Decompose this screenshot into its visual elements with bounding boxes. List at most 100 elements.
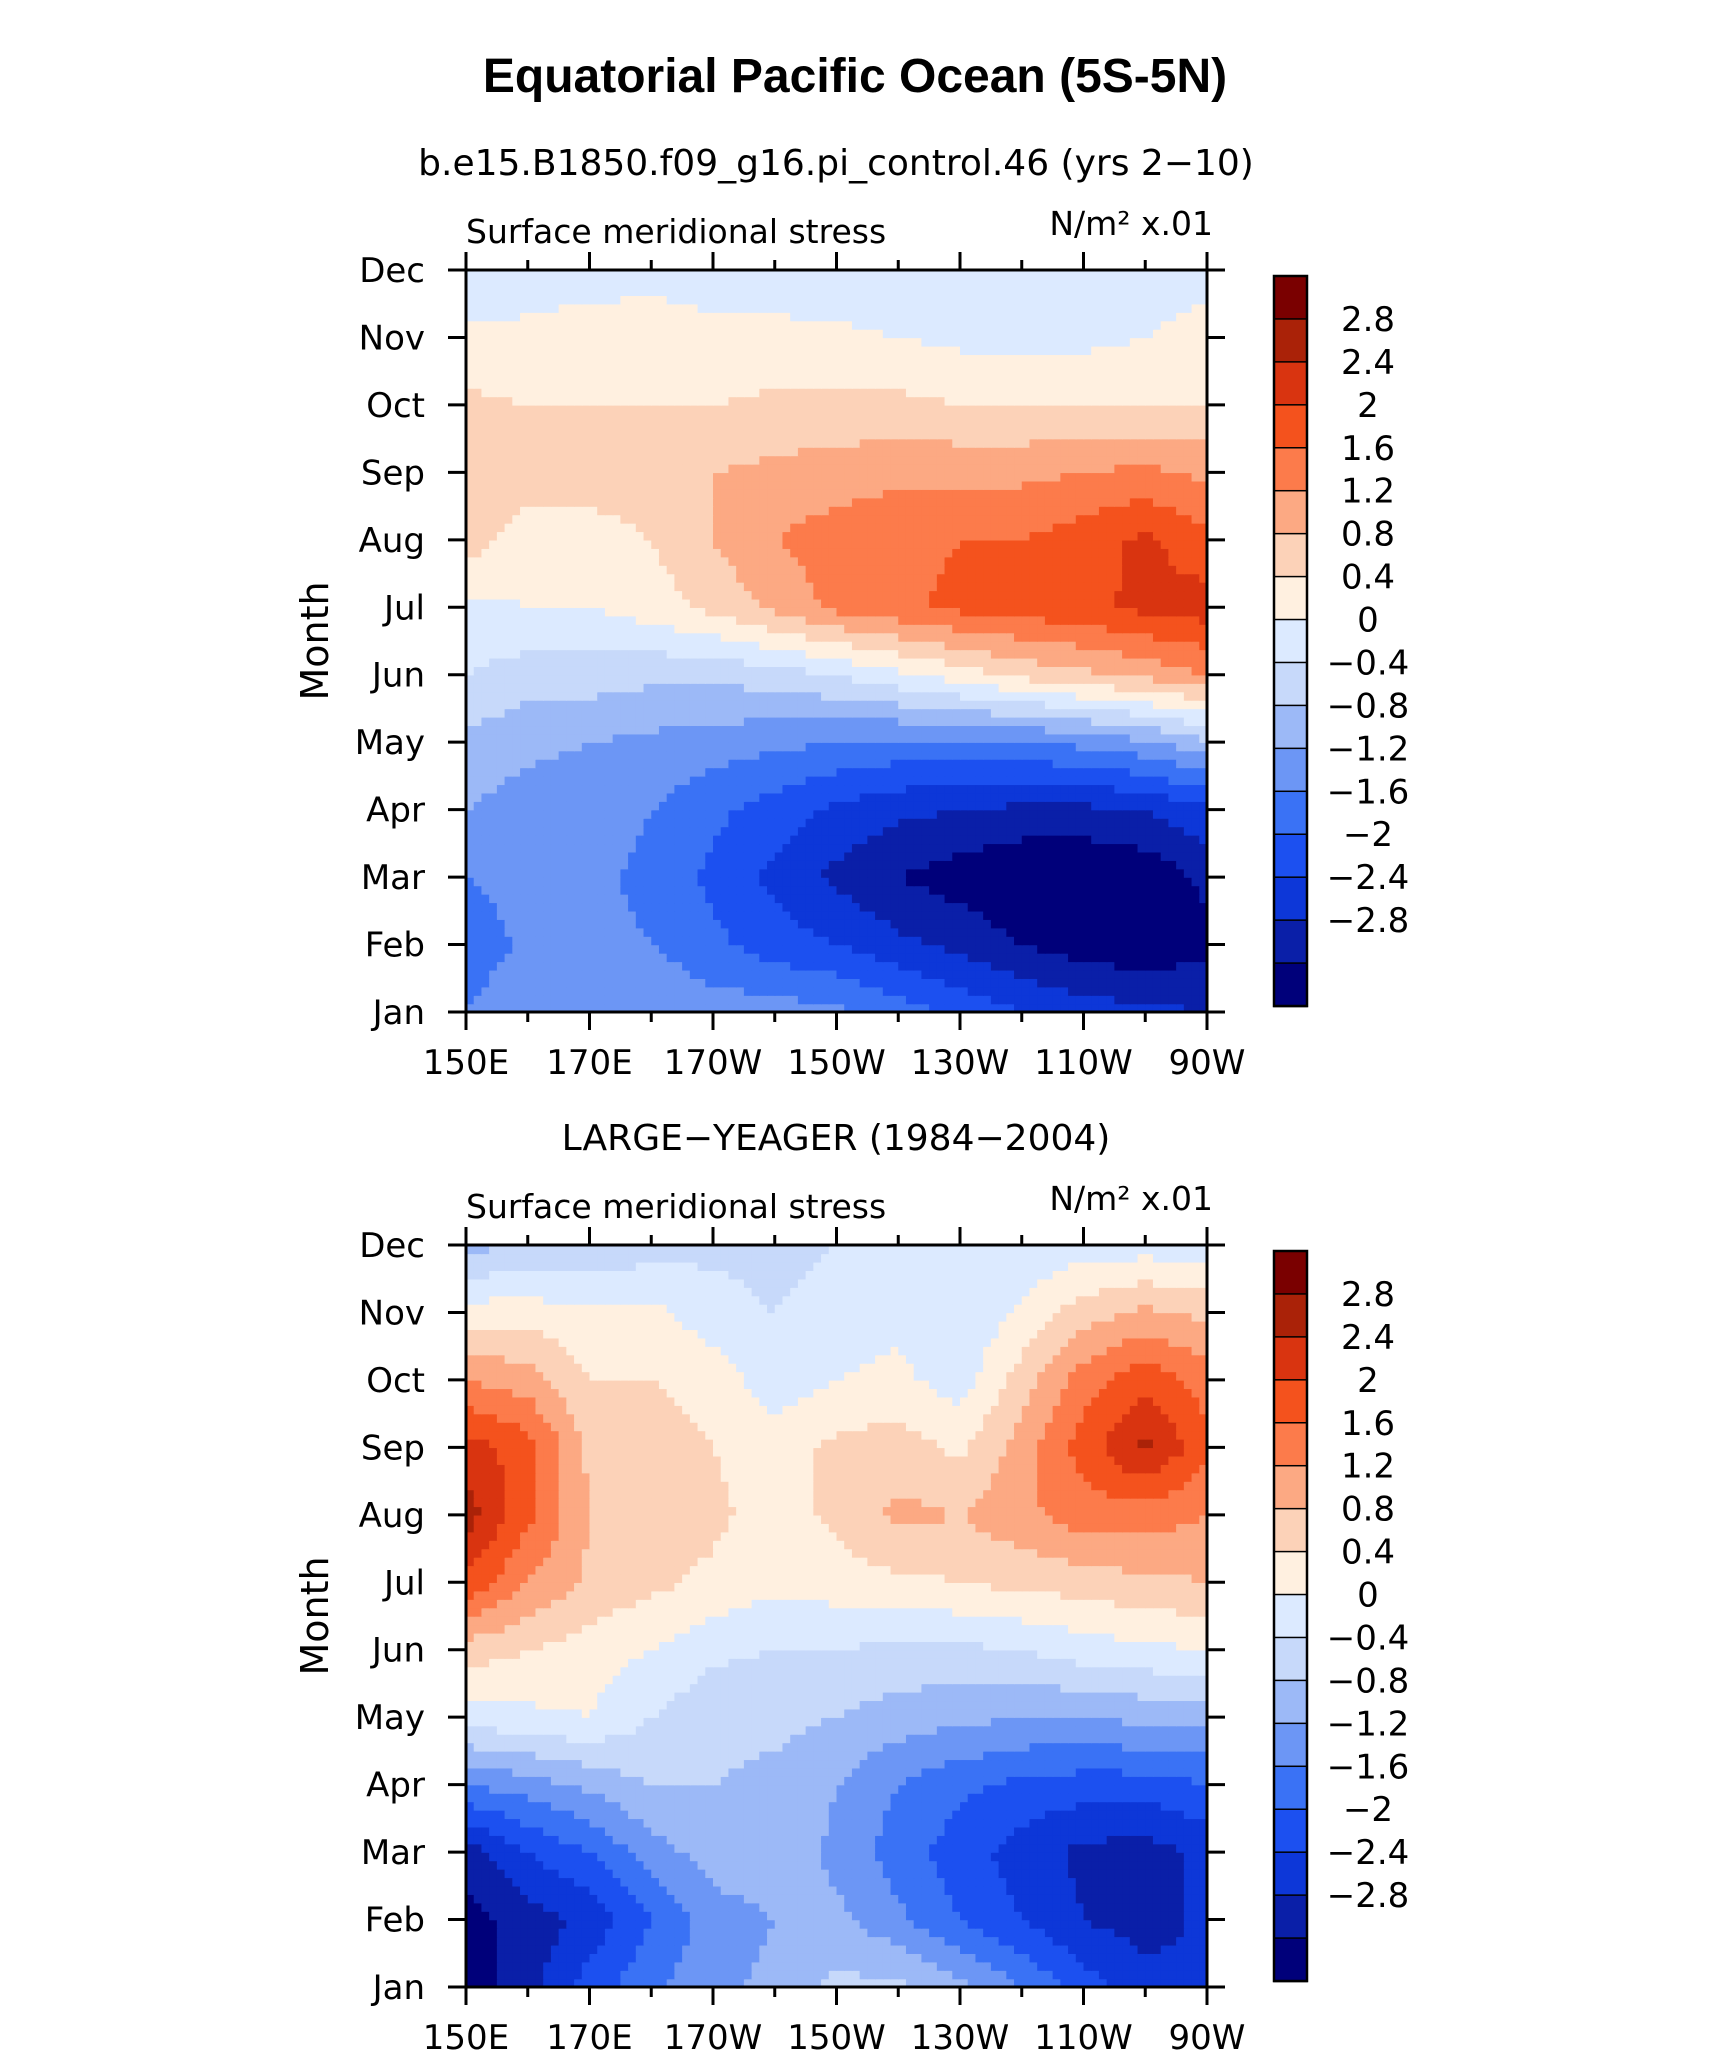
- field-cell: [851, 725, 861, 735]
- field-cell: [520, 632, 529, 642]
- field-cell: [620, 750, 629, 760]
- field-cell: [705, 691, 714, 701]
- field-cell: [666, 826, 676, 836]
- field-cell: [1060, 978, 1069, 988]
- field-cell: [697, 919, 706, 929]
- field-cell: [905, 767, 915, 777]
- field-cell: [566, 632, 575, 642]
- field-cell: [828, 885, 838, 895]
- field-cell: [604, 952, 614, 963]
- field-cell: [651, 885, 660, 895]
- field-cell: [581, 860, 591, 870]
- field-cell: [597, 784, 606, 794]
- field-cell: [705, 581, 714, 592]
- field-cell: [929, 742, 938, 752]
- field-cell: [898, 573, 907, 583]
- field-cell: [952, 607, 961, 617]
- field-cell: [767, 700, 776, 710]
- field-cell: [967, 590, 977, 600]
- field-cell: [836, 649, 845, 659]
- field-cell: [620, 573, 629, 583]
- field-cell: [466, 801, 475, 811]
- field-cell: [751, 851, 761, 861]
- field-cell: [597, 851, 606, 861]
- field-cell: [790, 877, 799, 887]
- field-cell: [821, 818, 830, 828]
- field-cell: [527, 801, 537, 811]
- field-cell: [1029, 598, 1038, 608]
- field-cell: [782, 834, 791, 845]
- field-cell: [767, 801, 776, 811]
- field-cell: [774, 902, 784, 912]
- field-cell: [975, 607, 984, 617]
- field-cell: [1183, 969, 1193, 979]
- field-cell: [635, 961, 645, 971]
- field-cell: [713, 733, 722, 743]
- field-cell: [797, 843, 807, 853]
- field-cell: [512, 893, 521, 904]
- field-cell: [1091, 834, 1100, 845]
- field-cell: [936, 986, 946, 996]
- field-cell: [697, 598, 706, 608]
- field-cell: [1037, 674, 1046, 684]
- field-cell: [905, 615, 915, 625]
- field-cell: [1006, 725, 1015, 735]
- field-cell: [1037, 995, 1046, 1005]
- field-cell: [774, 649, 784, 659]
- field-cell: [821, 969, 830, 979]
- units-label: N/m² x.01: [1049, 204, 1213, 243]
- field-cell: [1152, 733, 1162, 743]
- field-cell: [1060, 885, 1069, 895]
- field-cell: [1021, 969, 1031, 979]
- field-cell: [720, 986, 730, 996]
- field-cell: [620, 978, 629, 988]
- field-cell: [836, 657, 845, 667]
- field-cell: [751, 615, 761, 625]
- field-cell: [589, 624, 598, 634]
- field-cell: [890, 666, 899, 676]
- field-cell: [674, 986, 683, 996]
- field-cell: [944, 851, 953, 861]
- field-cell: [1021, 995, 1031, 1005]
- field-cell: [581, 919, 591, 929]
- field-cell: [674, 877, 683, 887]
- field-cell: [612, 969, 622, 979]
- field-cell: [674, 868, 683, 878]
- field-cell: [890, 750, 899, 760]
- field-cell: [651, 573, 660, 583]
- field-cell: [821, 952, 830, 963]
- field-cell: [859, 632, 869, 642]
- field-cell: [628, 708, 637, 718]
- field-cell: [635, 691, 645, 701]
- field-cell: [751, 952, 761, 963]
- field-cell: [767, 759, 776, 769]
- field-cell: [1137, 573, 1146, 583]
- field-cell: [905, 877, 915, 887]
- field-cell: [643, 632, 652, 642]
- field-cell: [921, 919, 930, 929]
- field-cell: [890, 632, 899, 642]
- field-cell: [1122, 581, 1131, 592]
- field-cell: [882, 910, 892, 920]
- field-cell: [743, 860, 753, 870]
- field-cell: [875, 632, 884, 642]
- field-cell: [558, 944, 568, 954]
- field-cell: [612, 792, 622, 802]
- field-cell: [1129, 961, 1139, 971]
- field-cell: [782, 986, 791, 996]
- field-cell: [867, 700, 876, 710]
- field-cell: [697, 986, 706, 996]
- field-cell: [512, 598, 521, 608]
- field-cell: [1152, 784, 1162, 794]
- field-cell: [836, 969, 845, 979]
- field-cell: [790, 818, 799, 828]
- field-cell: [1137, 893, 1146, 904]
- field-cell: [790, 851, 799, 861]
- field-cell: [944, 936, 953, 946]
- field-cell: [759, 860, 768, 870]
- field-cell: [689, 860, 699, 870]
- field-cell: [836, 700, 845, 710]
- field-cell: [1014, 615, 1023, 625]
- field-cell: [782, 910, 791, 920]
- field-cell: [736, 632, 745, 642]
